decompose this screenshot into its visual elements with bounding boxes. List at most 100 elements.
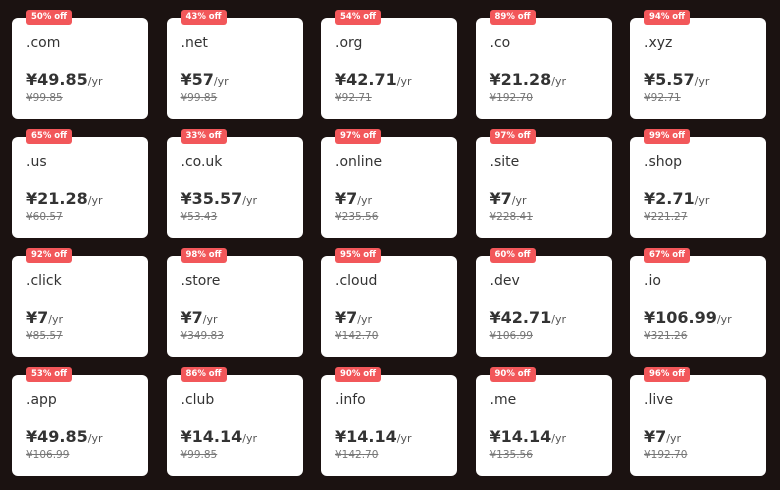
price: ¥35.57/yr xyxy=(181,189,289,208)
original-price: ¥106.99 xyxy=(26,449,70,461)
original-price: ¥321.26 xyxy=(644,330,688,342)
domain-card[interactable]: 97% off .online ¥7/yr ¥235.56 xyxy=(321,129,457,238)
tld-name: .cloud xyxy=(335,273,378,289)
price-value: ¥57 xyxy=(180,70,214,89)
per-year-label: /yr xyxy=(396,75,412,88)
domain-card[interactable]: 89% off .co ¥21.28/yr ¥192.70 xyxy=(475,10,612,119)
original-price: ¥192.70 xyxy=(489,92,533,104)
original-price: ¥92.71 xyxy=(335,92,372,104)
discount-badge: 43% off xyxy=(180,10,227,25)
domain-card[interactable]: 53% off .app ¥49.85/yr ¥106.99 xyxy=(12,367,148,476)
tld-name: .co xyxy=(489,35,511,51)
discount-badge: 60% off xyxy=(489,248,536,263)
domain-card[interactable]: 67% off .io ¥106.99/yr ¥321.26 xyxy=(630,248,766,357)
domain-card[interactable]: 90% off .me ¥14.14/yr ¥135.56 xyxy=(475,367,612,476)
tld-name: .app xyxy=(26,392,57,408)
price: ¥7/yr xyxy=(335,308,443,327)
domain-card[interactable]: 50% off .com ¥49.85/yr ¥99.85 xyxy=(12,10,148,119)
domain-card[interactable]: 96% off .live ¥7/yr ¥192.70 xyxy=(630,367,766,476)
price: ¥5.57/yr xyxy=(644,70,752,89)
price-value: ¥7 xyxy=(335,308,358,327)
discount-badge: 99% off xyxy=(644,129,691,144)
per-year-label: /yr xyxy=(694,194,710,207)
price: ¥42.71/yr xyxy=(335,70,443,89)
price-value: ¥49.85 xyxy=(26,427,88,446)
price-value: ¥106.99 xyxy=(644,308,717,327)
per-year-label: /yr xyxy=(694,75,710,88)
tld-name: .online xyxy=(335,154,383,170)
price: ¥106.99/yr xyxy=(644,308,752,327)
domain-card[interactable]: 90% off .info ¥14.14/yr ¥142.70 xyxy=(321,367,457,476)
discount-badge: 33% off xyxy=(180,129,227,144)
discount-badge: 98% off xyxy=(180,248,227,263)
price-value: ¥42.71 xyxy=(335,70,397,89)
tld-name: .club xyxy=(180,392,215,408)
price: ¥7/yr xyxy=(181,308,289,327)
price: ¥7/yr xyxy=(490,189,598,208)
per-year-label: /yr xyxy=(357,313,373,326)
per-year-label: /yr xyxy=(213,75,229,88)
price: ¥21.28/yr xyxy=(490,70,598,89)
per-year-label: /yr xyxy=(202,313,218,326)
domain-grid: 50% off .com ¥49.85/yr ¥99.85 43% off .ne… xyxy=(12,10,766,476)
tld-name: .store xyxy=(180,273,221,289)
original-price: ¥142.70 xyxy=(335,449,379,461)
discount-badge: 97% off xyxy=(335,129,382,144)
price: ¥14.14/yr xyxy=(181,427,289,446)
price-value: ¥14.14 xyxy=(335,427,397,446)
tld-name: .io xyxy=(644,273,661,289)
per-year-label: /yr xyxy=(87,432,103,445)
original-price: ¥99.85 xyxy=(180,449,218,461)
discount-badge: 89% off xyxy=(489,10,536,25)
price-value: ¥42.71 xyxy=(489,308,552,327)
per-year-label: /yr xyxy=(87,75,103,88)
price: ¥14.14/yr xyxy=(490,427,598,446)
per-year-label: /yr xyxy=(511,194,527,207)
tld-name: .com xyxy=(26,35,61,51)
price-value: ¥2.71 xyxy=(644,189,695,208)
discount-badge: 92% off xyxy=(26,248,73,263)
per-year-label: /yr xyxy=(357,194,373,207)
discount-badge: 95% off xyxy=(335,248,382,263)
price-value: ¥21.28 xyxy=(26,189,88,208)
discount-badge: 86% off xyxy=(180,367,227,382)
original-price: ¥85.57 xyxy=(26,330,63,342)
discount-badge: 65% off xyxy=(26,129,73,144)
tld-name: .site xyxy=(489,154,520,170)
price: ¥7/yr xyxy=(335,189,443,208)
domain-card[interactable]: 65% off .us ¥21.28/yr ¥60.57 xyxy=(12,129,148,238)
per-year-label: /yr xyxy=(242,432,257,445)
price-value: ¥7 xyxy=(26,308,49,327)
price-value: ¥35.57 xyxy=(180,189,243,208)
domain-card[interactable]: 98% off .store ¥7/yr ¥349.83 xyxy=(166,248,303,357)
domain-card[interactable]: 86% off .club ¥14.14/yr ¥99.85 xyxy=(166,367,303,476)
original-price: ¥349.83 xyxy=(180,330,224,342)
domain-card[interactable]: 99% off .shop ¥2.71/yr ¥221.27 xyxy=(630,129,766,238)
price: ¥49.85/yr xyxy=(26,70,134,89)
original-price: ¥235.56 xyxy=(335,211,379,223)
price: ¥57/yr xyxy=(181,70,289,89)
discount-badge: 90% off xyxy=(335,367,382,382)
per-year-label: /yr xyxy=(716,313,732,326)
discount-badge: 96% off xyxy=(644,367,691,382)
discount-badge: 97% off xyxy=(489,129,536,144)
price: ¥7/yr xyxy=(644,427,752,446)
price-value: ¥21.28 xyxy=(489,70,552,89)
original-price: ¥92.71 xyxy=(644,92,681,104)
domain-card[interactable]: 60% off .dev ¥42.71/yr ¥106.99 xyxy=(475,248,612,357)
domain-card[interactable]: 43% off .net ¥57/yr ¥99.85 xyxy=(166,10,303,119)
domain-card[interactable]: 97% off .site ¥7/yr ¥228.41 xyxy=(475,129,612,238)
domain-card[interactable]: 94% off .xyz ¥5.57/yr ¥92.71 xyxy=(630,10,766,119)
domain-card[interactable]: 54% off .org ¥42.71/yr ¥92.71 xyxy=(321,10,457,119)
domain-card[interactable]: 33% off .co.uk ¥35.57/yr ¥53.43 xyxy=(166,129,303,238)
original-price: ¥142.70 xyxy=(335,330,379,342)
tld-name: .net xyxy=(180,35,208,51)
tld-name: .shop xyxy=(644,154,683,170)
price-value: ¥7 xyxy=(335,189,358,208)
domain-card[interactable]: 95% off .cloud ¥7/yr ¥142.70 xyxy=(321,248,457,357)
domain-card[interactable]: 92% off .click ¥7/yr ¥85.57 xyxy=(12,248,148,357)
original-price: ¥221.27 xyxy=(644,211,688,223)
discount-badge: 67% off xyxy=(644,248,691,263)
price: ¥14.14/yr xyxy=(335,427,443,446)
discount-badge: 54% off xyxy=(335,10,382,25)
